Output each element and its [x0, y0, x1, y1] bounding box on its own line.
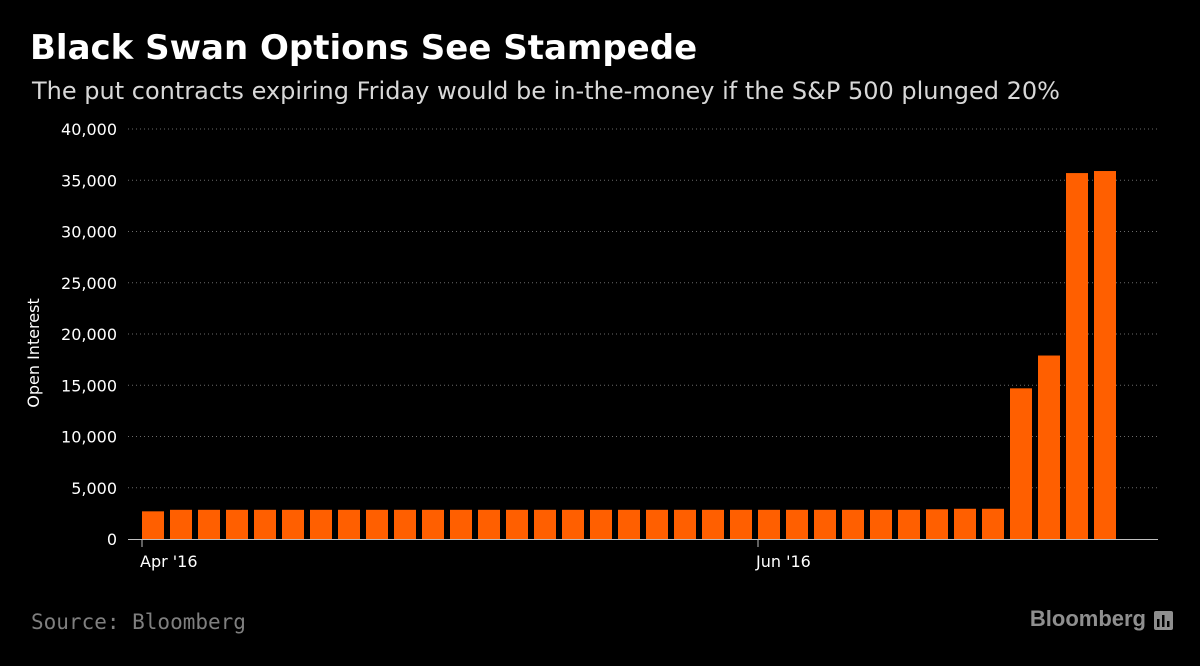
- bar: [534, 509, 556, 539]
- bar: [310, 509, 332, 539]
- bar: [338, 509, 360, 539]
- bar: [1066, 173, 1088, 539]
- bar: [982, 508, 1004, 539]
- bar: [730, 509, 752, 539]
- bar: [1010, 388, 1032, 539]
- bar: [142, 511, 164, 539]
- bar: [842, 509, 864, 539]
- bar: [366, 509, 388, 539]
- axes: 0 5,000 10,000 15,000 20,000 25,000 30,000 35,0…: [61, 120, 1158, 571]
- y-tick-label: 5,000: [71, 479, 117, 498]
- bar: [254, 509, 276, 539]
- bar: [506, 509, 528, 539]
- bar: [590, 509, 612, 539]
- y-tick-label: 15,000: [61, 376, 117, 395]
- y-tick-label: 25,000: [61, 274, 117, 293]
- bar: [618, 509, 640, 539]
- bar: [170, 509, 192, 539]
- bar: [926, 509, 948, 539]
- brand-logo: Bloomberg: [1029, 606, 1146, 631]
- x-tick-label: Apr '16: [140, 552, 198, 571]
- y-tick-label: 20,000: [61, 325, 117, 344]
- bar: [226, 509, 248, 539]
- bar: [786, 509, 808, 539]
- bar: [562, 509, 584, 539]
- bar: [422, 509, 444, 539]
- bar: [1094, 171, 1116, 539]
- chart-subtitle: The put contracts expiring Friday would …: [32, 77, 1060, 105]
- bar: [198, 509, 220, 539]
- chart-title: Black Swan Options See Stampede: [30, 28, 698, 68]
- y-axis-title: Open Interest: [24, 298, 43, 407]
- y-tick-label: 35,000: [61, 171, 117, 190]
- y-tick-label: 10,000: [61, 428, 117, 447]
- y-tick-label: 40,000: [61, 120, 117, 139]
- bar: [478, 509, 500, 539]
- bar: [898, 509, 920, 539]
- bar: [954, 508, 976, 539]
- y-tick-label: 30,000: [61, 223, 117, 242]
- bar: [450, 509, 472, 539]
- bars: [142, 171, 1116, 539]
- y-tick-label: 0: [107, 530, 117, 549]
- source-note: Source: Bloomberg: [31, 610, 246, 634]
- bar: [394, 509, 416, 539]
- bar: [1038, 355, 1060, 539]
- bar: [758, 509, 780, 539]
- grid-lines: [128, 128, 1158, 489]
- bar: [702, 509, 724, 539]
- bar: [282, 509, 304, 539]
- bar: [646, 509, 668, 539]
- bar: [674, 509, 696, 539]
- bar: [870, 509, 892, 539]
- bloomberg-icon: [1154, 611, 1173, 630]
- x-tick-label: Jun '16: [755, 552, 811, 571]
- bar: [814, 509, 836, 539]
